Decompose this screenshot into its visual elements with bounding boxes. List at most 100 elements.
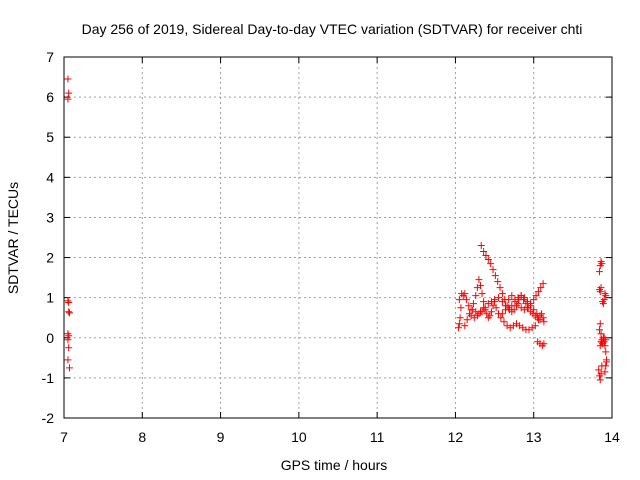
data-point xyxy=(65,332,73,340)
data-point xyxy=(505,296,513,304)
data-point xyxy=(517,292,525,300)
y-tick-label: 7 xyxy=(46,49,54,65)
x-axis-label: GPS time / hours xyxy=(281,457,388,473)
data-point xyxy=(596,288,604,296)
data-point xyxy=(498,310,506,318)
data-point xyxy=(462,296,470,304)
plot-frame xyxy=(63,56,613,419)
data-point xyxy=(494,278,502,286)
data-point xyxy=(487,260,495,268)
data-point xyxy=(600,296,608,304)
data-point xyxy=(596,320,604,328)
data-point xyxy=(455,296,463,304)
data-point xyxy=(597,370,605,378)
x-tick-labels: 7 8 9 10 11 12 13 14 xyxy=(60,429,620,445)
data-point xyxy=(520,296,528,304)
data-point xyxy=(484,256,492,264)
data-point xyxy=(603,358,611,366)
data-point xyxy=(595,326,603,334)
data-point xyxy=(477,242,485,250)
data-point xyxy=(65,308,73,316)
data-point xyxy=(530,296,538,304)
data-point xyxy=(455,320,463,328)
data-point xyxy=(602,362,610,370)
data-point xyxy=(456,314,464,322)
data-point xyxy=(487,308,495,316)
data-point xyxy=(496,284,504,292)
data-point xyxy=(508,292,516,300)
data-point xyxy=(539,280,547,288)
data-point xyxy=(64,75,72,83)
data-point xyxy=(476,308,484,316)
data-point xyxy=(514,300,522,308)
x-tick-label: 10 xyxy=(291,429,307,445)
data-point xyxy=(602,348,610,356)
data-point xyxy=(64,95,72,103)
y-tick-label: 0 xyxy=(46,330,54,346)
data-point xyxy=(480,304,488,312)
y-tick-label: 4 xyxy=(46,169,54,185)
data-point xyxy=(489,266,497,274)
data-point xyxy=(598,260,606,268)
data-point xyxy=(602,292,610,300)
x-tick-label: 14 xyxy=(604,429,620,445)
y-tick-label: -1 xyxy=(42,370,55,386)
data-point xyxy=(491,272,499,280)
data-point xyxy=(597,330,605,338)
data-point xyxy=(472,292,480,300)
data-point xyxy=(491,296,499,304)
data-point xyxy=(473,312,481,320)
data-point xyxy=(455,324,463,332)
data-point xyxy=(532,292,540,300)
data-point xyxy=(498,290,506,298)
data-point xyxy=(534,288,542,296)
data-point xyxy=(601,368,609,376)
data-point xyxy=(486,312,494,320)
data-point xyxy=(64,336,72,344)
data-point xyxy=(65,364,73,372)
data-point xyxy=(64,356,72,364)
data-point xyxy=(65,89,73,97)
data-point xyxy=(503,302,511,310)
data-point xyxy=(600,334,608,342)
x-tick-label: 9 xyxy=(217,429,225,445)
data-point xyxy=(511,296,519,304)
data-point xyxy=(540,340,548,348)
data-point xyxy=(480,298,488,306)
data-point xyxy=(523,304,531,312)
x-tick-label: 13 xyxy=(526,429,542,445)
data-point xyxy=(461,290,469,298)
chart-title: Day 256 of 2019, Sidereal Day-to-day VTE… xyxy=(82,21,583,37)
data-point xyxy=(463,316,471,324)
data-point xyxy=(531,322,539,330)
axis-ticks xyxy=(63,56,613,419)
data-point xyxy=(597,284,605,292)
y-tick-label: 1 xyxy=(46,290,54,306)
grid-lines xyxy=(64,57,612,418)
data-point xyxy=(461,322,469,330)
x-tick-label: 7 xyxy=(60,429,68,445)
data-point xyxy=(595,366,603,374)
data-point xyxy=(538,310,546,318)
data-point xyxy=(65,309,73,317)
data-point xyxy=(64,297,72,305)
data-point xyxy=(539,314,547,322)
y-tick-label: 2 xyxy=(46,250,54,266)
data-point xyxy=(478,290,486,298)
y-tick-labels: -2 -1 0 1 2 3 4 5 6 7 xyxy=(42,49,55,426)
data-point xyxy=(65,344,73,352)
x-tick-label: 11 xyxy=(370,429,385,445)
y-tick-label: -2 xyxy=(42,410,55,426)
data-point xyxy=(469,300,477,308)
data-point xyxy=(480,248,488,256)
data-point xyxy=(595,268,603,276)
data-point xyxy=(596,376,604,384)
data-point xyxy=(476,282,484,290)
data-point xyxy=(601,342,609,350)
data-points xyxy=(64,75,611,384)
data-point xyxy=(494,294,502,302)
data-point xyxy=(482,252,490,260)
data-point xyxy=(502,306,510,314)
data-point xyxy=(457,304,465,312)
